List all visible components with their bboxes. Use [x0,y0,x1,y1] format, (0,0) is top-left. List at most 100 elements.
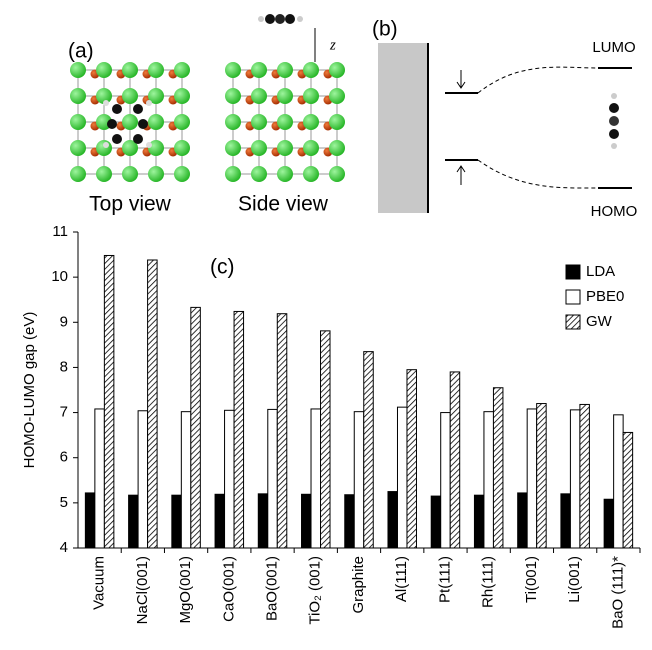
bar [353,411,365,549]
bar [344,494,355,549]
molecule [103,14,303,148]
x-tick-label: Li(001) [566,556,583,603]
bar [137,410,149,549]
atom [122,88,138,104]
atom [174,166,190,182]
legend-label: LDA [586,263,615,280]
legend-label: GW [586,313,613,330]
panel-label: (a) [68,40,94,63]
atom [70,62,86,78]
level-label: HOMO [591,203,638,220]
atom [96,166,112,182]
x-tick-label: Ti(001) [523,556,540,603]
bar [94,408,105,549]
atom [277,88,293,104]
bar [301,493,312,549]
atom [225,166,241,182]
arrow [456,70,466,185]
bar [363,351,374,549]
bar [190,306,201,549]
atom [148,140,164,156]
y-tick-label: 4 [60,539,68,556]
legend-swatch [565,264,581,280]
atom [277,140,293,156]
atom [277,62,293,78]
bar [180,411,192,549]
atom [96,140,112,156]
bar [320,330,331,549]
atom [303,166,319,182]
atom [251,140,267,156]
x-tick-label: Al(111) [393,556,410,602]
atom [303,114,319,130]
bar [84,492,96,549]
caption: Side view [238,193,329,216]
surface [378,43,428,213]
bar [569,409,581,549]
bar [406,369,417,549]
bar [517,492,528,549]
y-tick-label: 11 [52,223,68,240]
atom [70,166,86,182]
atom [225,88,241,104]
atom [251,114,267,130]
bar [473,494,485,549]
atom [174,88,190,104]
atom [251,166,267,182]
bar [536,403,547,549]
bar [622,431,634,549]
molecule [609,93,619,149]
chart-title: (c) [210,256,235,279]
atom [96,88,112,104]
bar [440,412,451,549]
atom [329,62,345,78]
atom [70,88,86,104]
atom [329,166,345,182]
bar [147,259,158,549]
x-tick-label: NaCl(001) [134,556,151,624]
bar [310,408,322,549]
bar [103,254,115,549]
atom [303,140,319,156]
y-tick-label: 8 [60,358,68,375]
y-axis-label: HOMO-LUMO gap (eV) [21,312,38,469]
x-tick-label: BaO (111)* [609,556,626,629]
caption: Top view [89,193,172,216]
axis-label: z [329,37,336,53]
y-tick-label: 7 [60,404,68,421]
atom [174,140,190,156]
atom [70,140,86,156]
atom [277,114,293,130]
x-tick-label: Graphite [350,556,367,614]
legend-swatch [565,289,581,305]
bar [449,371,461,549]
atom [148,62,164,78]
atom [122,62,138,78]
y-tick-label: 10 [51,268,68,285]
atom [329,140,345,156]
bar [387,491,398,549]
atom [303,62,319,78]
panel-label: (b) [372,18,398,41]
bar [603,498,615,549]
bar [396,406,408,549]
atom [251,88,267,104]
connector [477,66,599,189]
bar [171,494,182,549]
y-tick-label: 5 [60,494,68,511]
bar [276,313,288,549]
atom [277,166,293,182]
atom [251,62,267,78]
atom [225,140,241,156]
atom [329,114,345,130]
bar [613,414,624,549]
x-tick-label: BaO(001) [264,556,281,621]
atom [148,88,164,104]
bar [128,494,139,549]
atom [122,166,138,182]
bar [579,403,590,549]
bar [492,387,504,549]
atom [148,114,164,130]
bar [483,411,494,549]
